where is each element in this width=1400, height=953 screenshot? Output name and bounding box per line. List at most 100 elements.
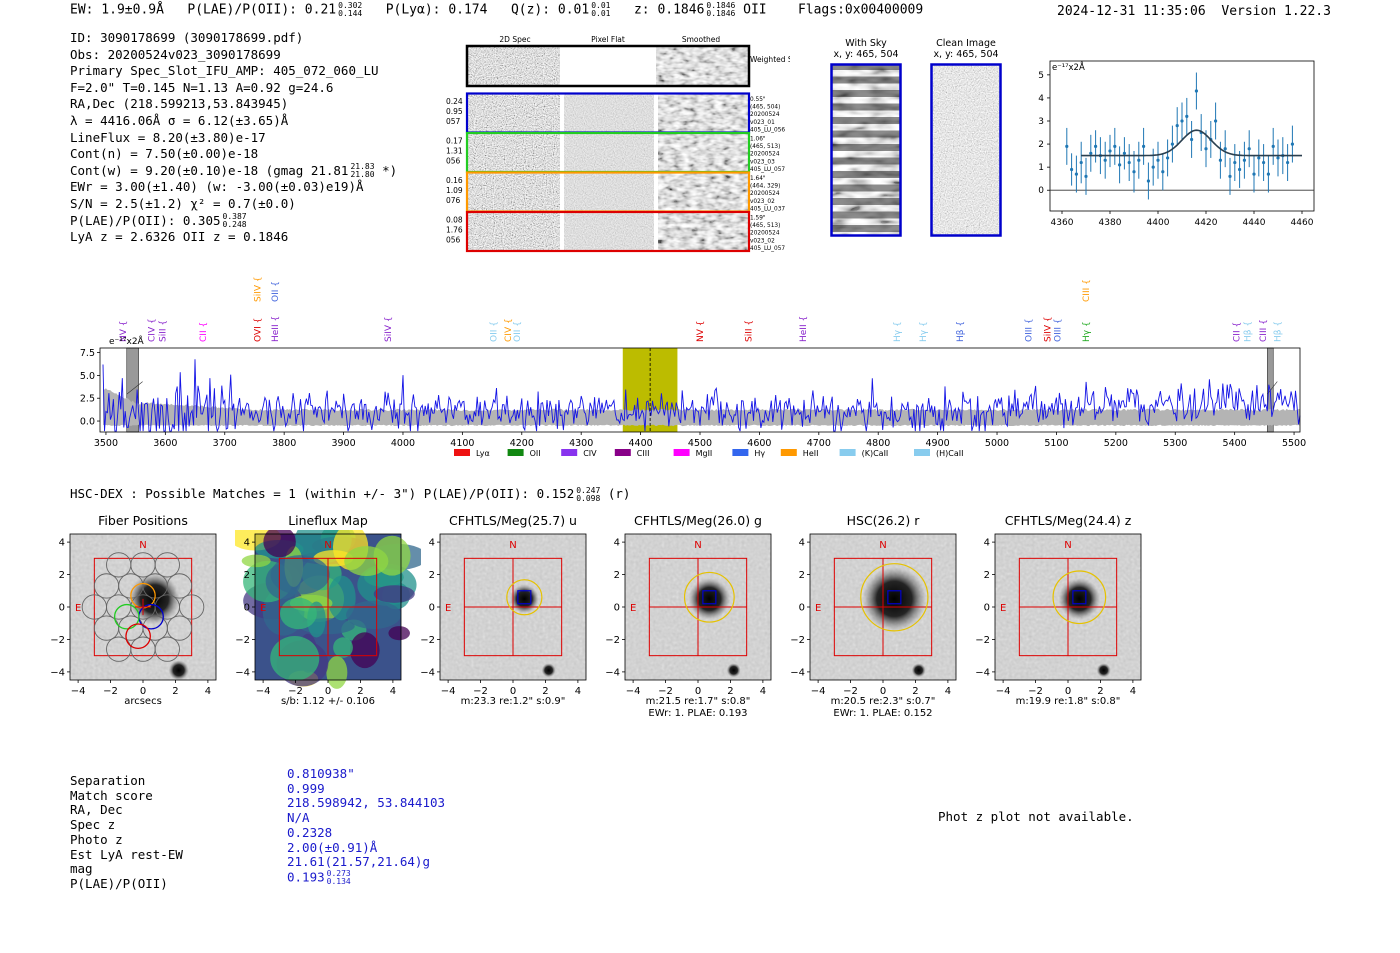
match-label: Est LyA rest-EW <box>70 846 183 862</box>
cutout-image: N E −4 4 −2 2 0 0 2 −2 4 −4 <box>975 533 1142 697</box>
cutout-x-tick-label: 0 <box>695 686 701 697</box>
svg-text:SiIV {: SiIV { <box>253 276 263 302</box>
header-right: 2024-12-31 11:35:06 Version 1.22.3 <box>1057 4 1331 19</box>
spec-emission-line-label: Hβ { <box>1273 321 1283 342</box>
spec-emission-line-label: OII { <box>513 321 523 342</box>
fit-point <box>1204 147 1208 151</box>
spec-x-tick-label: 5200 <box>1104 438 1128 449</box>
spec2d-row-left-label: 1.76 <box>446 226 463 235</box>
svg-text:CIII {: CIII { <box>1082 279 1092 302</box>
match-label: Photo z <box>70 831 123 847</box>
spec-x-tick-label: 4600 <box>747 438 771 449</box>
cutout-x-tick-label: 0 <box>140 686 146 697</box>
fit-x-tick-label: 4400 <box>1147 218 1170 228</box>
spec2d-row-right-label: (465, 513) <box>750 144 780 150</box>
info-fparams: F=2.0" T=0.145 N=1.13 A=0.92 g=24.6 <box>70 79 334 95</box>
match-labels: Separation Match score RA, Dec Spec z Ph… <box>70 773 183 892</box>
cutout-ellipse <box>683 571 735 623</box>
spec-x-tick-label: 5500 <box>1282 438 1306 449</box>
spec-emission-line-label: Hβ { <box>1244 321 1254 342</box>
fiber-highlight-circle <box>113 603 140 630</box>
cutout-x-tick-label: −4 <box>996 686 1011 697</box>
svg-text:SiIV {: SiIV { <box>384 316 394 342</box>
spec2d-row-left-label: 0.17 <box>446 137 463 146</box>
match-value: 0.810938" <box>287 766 355 781</box>
header-qz-bounds: 0.01 0.01 <box>591 1 611 18</box>
cutout-image: N E −4 4 −2 2 0 0 2 −2 4 −4 <box>605 533 772 697</box>
spec-emission-line-label: Hγ { <box>1082 321 1092 342</box>
spec-legend-label: MgII <box>696 449 713 458</box>
fit-y-tick-label: 3 <box>1038 117 1044 127</box>
cutout-title: Lineflux Map <box>288 513 368 528</box>
info-contn: Cont(n) = 7.50(±0.00)e-18 <box>70 146 259 162</box>
info-radec: RA,Dec (218.599213,53.843945) <box>70 96 289 112</box>
info-ewr: EWr = 3.00(±1.40) (w: -3.00(±0.03)e19)Å <box>70 179 364 195</box>
info-contw: Cont(w) = 9.20(±0.10)e-18 (gmag 21.81 21.… <box>70 162 398 180</box>
spec-legend-swatch <box>673 449 690 456</box>
spec-y-tick-label: 2.5 <box>80 394 95 405</box>
fit-point <box>1094 144 1098 148</box>
spec-flux-line <box>102 359 1301 433</box>
fit-y-tick-label: 5 <box>1038 71 1044 81</box>
cutout-ellipse <box>506 579 543 616</box>
svg-text:HeII {: HeII { <box>271 316 281 342</box>
fit-point <box>1223 147 1227 151</box>
cutout-x-tick-label: −2 <box>658 686 673 697</box>
spec-emission-line-label: Hβ { <box>956 321 966 342</box>
cutout-y-tick-label: −2 <box>420 635 435 646</box>
info-lambda: λ = 4416.06Å σ = 6.12(±3.65)Å <box>70 112 289 128</box>
cutout-north-label: N <box>879 540 886 551</box>
cutout-match-box <box>702 590 717 605</box>
lineflux-blob <box>346 600 401 630</box>
cutout-footer: m:23.3 re:1.2" s:0.9" <box>460 696 566 707</box>
cutout-x-tick-label: 4 <box>945 686 951 697</box>
photz-message: Phot z plot not available. <box>938 809 1134 824</box>
cutout-footer: m:21.5 re:1.7" s:0.8" EWr: 1. PLAE: 0.193 <box>645 696 751 719</box>
spec-y-tick-label: 5.0 <box>80 371 95 382</box>
fit-point <box>1257 156 1261 160</box>
fit-point <box>1108 149 1112 153</box>
spec2d-row-frame <box>465 210 751 253</box>
info-lineflux: LineFlux = 8.20(±3.80)e-17 <box>70 129 266 145</box>
lineflux-blob <box>263 530 296 558</box>
match-label: mag <box>70 861 93 877</box>
spec-emission-line-label: Hγ { <box>893 321 903 342</box>
spec2d-row-right-label: 1.06" <box>750 137 766 143</box>
header-z: z: 0.1846 <box>633 2 705 18</box>
cutout-y-tick-label: −4 <box>605 667 620 678</box>
spec2d-row-right-label: 20200524 <box>750 152 780 158</box>
cutout-neighbor <box>1096 663 1111 678</box>
spec2d-col-title-0: 2D Spec <box>499 35 530 44</box>
spec2d-row-right-label: v023_02 <box>750 199 775 205</box>
spec2d-col-title-1: Pixel Flat <box>591 35 625 44</box>
cutout-y-tick-label: 0 <box>429 603 435 614</box>
cutout-neighbor <box>726 663 741 678</box>
cutout-y-tick-label: −4 <box>235 667 250 678</box>
spec-emission-line-label: OIII { <box>1025 318 1035 342</box>
fit-point <box>1286 160 1290 165</box>
cutout-north-label: N <box>694 540 701 551</box>
cutout-x-tick-label: 2 <box>1097 686 1103 697</box>
svg-text:OII {: OII { <box>489 321 499 342</box>
cutout-x-tick-label: −2 <box>843 686 858 697</box>
header-qz: Q(z): 0.01 <box>510 2 590 18</box>
info-lyaz: LyA z = 2.6326 OII z = 0.1846 <box>70 229 289 245</box>
fit-point <box>1175 124 1179 128</box>
cutout-x-tick-label: −4 <box>256 686 271 697</box>
cutout-x-tick-label: 2 <box>357 686 363 697</box>
match-value: 0.193 0.273 0.134 <box>287 868 351 886</box>
svg-text:Hβ {: Hβ { <box>1244 321 1254 342</box>
cutout-footer: m:20.5 re:2.3" s:0.7" EWr: 1. PLAE: 0.152 <box>830 696 936 719</box>
fit-y-tick-label: 4 <box>1038 94 1044 104</box>
spec2d-weighted-row <box>465 44 751 88</box>
fiber-circle <box>179 594 205 620</box>
cutout-y-tick-label: 0 <box>799 603 805 614</box>
spec-emission-line-label: CII { <box>1232 322 1242 342</box>
cutout-y-tick-label: 2 <box>244 570 250 581</box>
svg-text:CIV {: CIV { <box>504 318 514 342</box>
svg-text:CII {: CII { <box>1232 322 1242 342</box>
svg-text:SiII {: SiII { <box>745 320 755 342</box>
match-value: 2.00(±0.91)Å <box>287 839 378 855</box>
hsc-title: HSC-DEX : Possible Matches = 1 (within +… <box>70 485 631 503</box>
